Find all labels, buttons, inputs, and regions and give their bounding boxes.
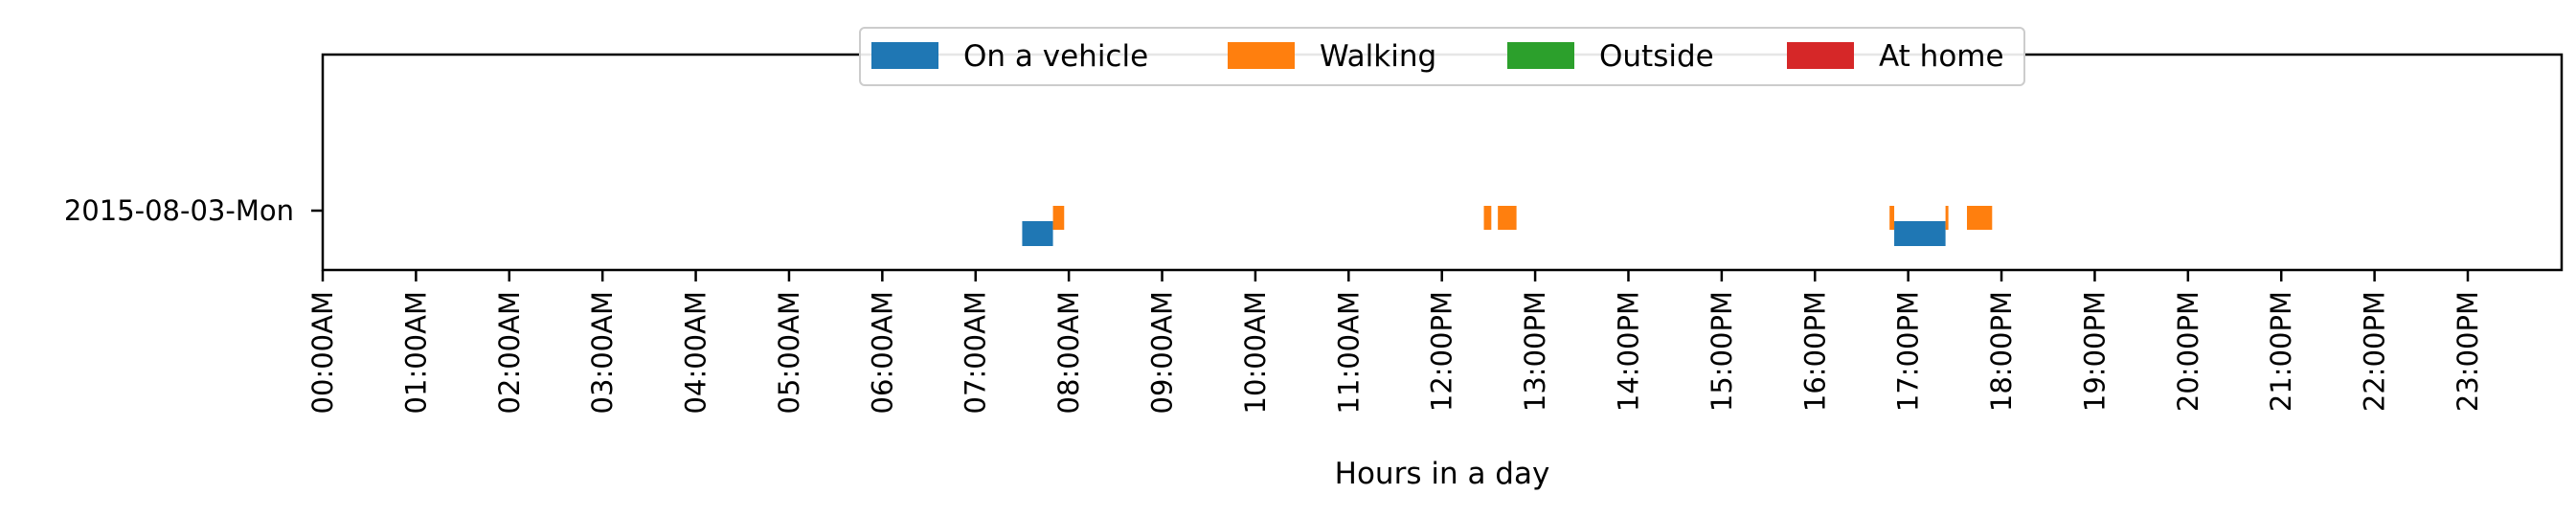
segment-walking-3 [1889,206,1895,230]
segment-walking-0 [1052,206,1065,230]
x-tick-label: 20:00PM [2172,291,2204,412]
x-tick-label: 18:00PM [1985,291,2018,412]
y-tick-label: 2015-08-03-Mon [64,194,294,227]
x-tick-label: 21:00PM [2265,291,2297,412]
x-tick-label: 16:00PM [1798,291,1831,412]
legend-swatch [1787,42,1854,69]
legend: On a vehicle Walking Outside At home [859,27,2025,86]
legend-swatch [1507,42,1574,69]
segment-walking-4 [1945,206,1949,230]
legend-swatch [1228,42,1295,69]
segment-walking-5 [1967,206,1993,230]
x-tick-label: 07:00AM [960,291,992,414]
x-tick-label: 17:00PM [1892,291,1925,412]
x-tick-label: 12:00PM [1426,291,1458,412]
x-tick-label: 05:00AM [773,291,805,414]
segment-walking-2 [1498,206,1517,230]
x-tick-label: 10:00AM [1239,291,1272,414]
legend-label: Outside [1599,39,1714,74]
segment-on-a-vehicle-0 [1022,221,1053,246]
x-axis: 00:00AM 01:00AM 02:00AM 03:00AM 04:00AM 05:00… [306,270,2484,414]
x-tick-label: 00:00AM [306,291,339,414]
x-tick-label: 08:00AM [1052,291,1085,414]
segment-walking-1 [1483,206,1492,230]
x-tick-label: 11:00AM [1332,291,1365,414]
x-axis-label: Hours in a day [1335,457,1550,491]
x-tick-label: 03:00AM [586,291,619,414]
x-tick-label: 01:00AM [399,291,432,414]
x-tick-label: 23:00PM [2452,291,2484,412]
y-axis: 2015-08-03-Mon [64,194,323,227]
legend-label: On a vehicle [963,39,1148,74]
x-tick-label: 19:00PM [2078,291,2111,412]
chart-marks [1022,206,1993,246]
segment-on-a-vehicle-1 [1894,221,1946,246]
legend-label: Walking [1320,39,1436,74]
x-tick-label: 02:00AM [493,291,526,414]
legend-label: At home [1879,39,2004,74]
x-tick-label: 09:00AM [1146,291,1179,414]
x-tick-label: 06:00AM [866,291,898,414]
legend-swatch [871,42,938,69]
x-tick-label: 04:00AM [680,291,712,414]
legend-frame [859,27,2025,86]
plot-frame [321,53,2564,272]
x-tick-label: 13:00PM [1519,291,1551,412]
x-tick-label: 15:00PM [1706,291,1738,412]
x-tick-label: 22:00PM [2359,291,2391,412]
x-tick-label: 14:00PM [1612,291,1644,412]
